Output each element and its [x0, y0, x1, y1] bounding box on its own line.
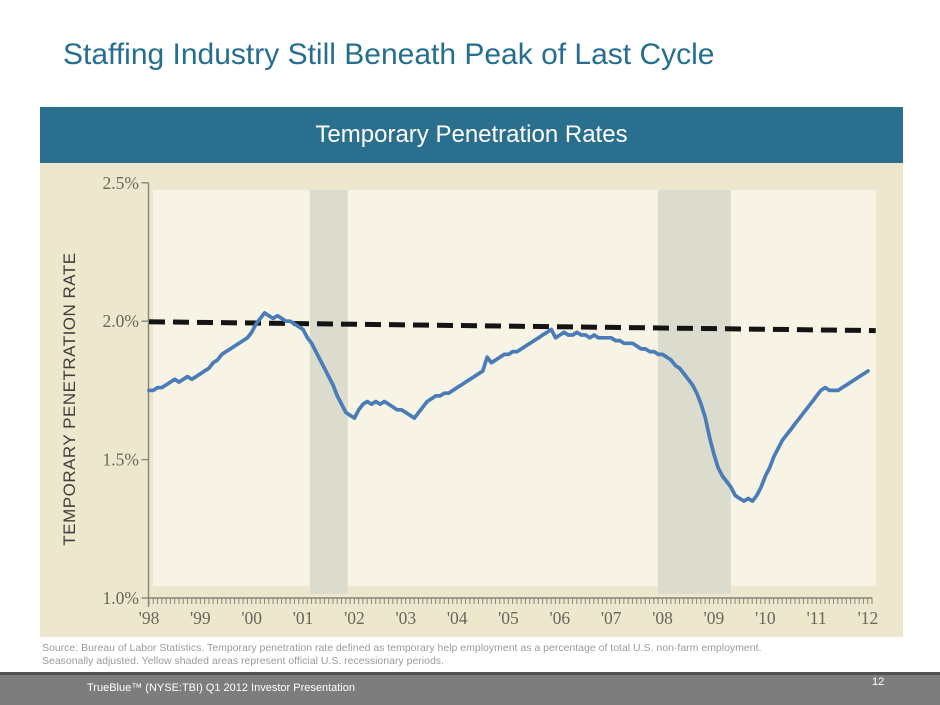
recession-band — [309, 190, 348, 594]
x-tick-label: '06 — [550, 608, 571, 628]
footer-presentation-label: TrueBlue™ (NYSE:TBI) Q1 2012 Investor Pr… — [87, 682, 355, 694]
x-tick-label: '07 — [601, 608, 622, 628]
chart-title-bar: Temporary Penetration Rates — [40, 107, 903, 163]
x-tick-label: '05 — [498, 608, 519, 628]
x-tick-label: '03 — [395, 608, 416, 628]
x-tick-label: '98 — [139, 608, 160, 628]
y-tick-label: 2.5% — [103, 173, 139, 193]
x-tick-label: '01 — [293, 608, 314, 628]
x-tick-label: '12 — [858, 608, 879, 628]
x-tick-label: '10 — [755, 608, 776, 628]
x-tick-label: '08 — [652, 608, 673, 628]
x-tick-label: '04 — [447, 608, 468, 628]
y-axis-title: TEMPORARY PENETRATION RATE — [60, 252, 79, 546]
x-tick-label: '02 — [344, 608, 365, 628]
page-number: 12 — [872, 676, 885, 688]
y-tick-label: 2.0% — [103, 311, 139, 331]
y-tick-label: 1.0% — [103, 588, 139, 608]
chart-title: Temporary Penetration Rates — [315, 121, 628, 148]
source-note-line-1: Source: Bureau of Labor Statistics. Temp… — [42, 642, 762, 654]
x-tick-label: '99 — [190, 608, 211, 628]
page-title: Staffing Industry Still Beneath Peak of … — [63, 38, 715, 71]
x-tick-label: '00 — [241, 608, 262, 628]
penetration-rate-line — [147, 311, 870, 503]
peak-dashed-line — [148, 319, 876, 334]
source-note-line-2: Seasonally adjusted. Yellow shaded areas… — [42, 655, 444, 667]
y-tick-label: 1.5% — [103, 450, 139, 470]
plot-background — [153, 190, 876, 586]
x-tick-label: '09 — [704, 608, 725, 628]
x-tick-label: '11 — [807, 608, 827, 628]
source-note: Source: Bureau of Labor Statistics. Temp… — [42, 642, 902, 668]
footer-bar — [0, 672, 940, 705]
